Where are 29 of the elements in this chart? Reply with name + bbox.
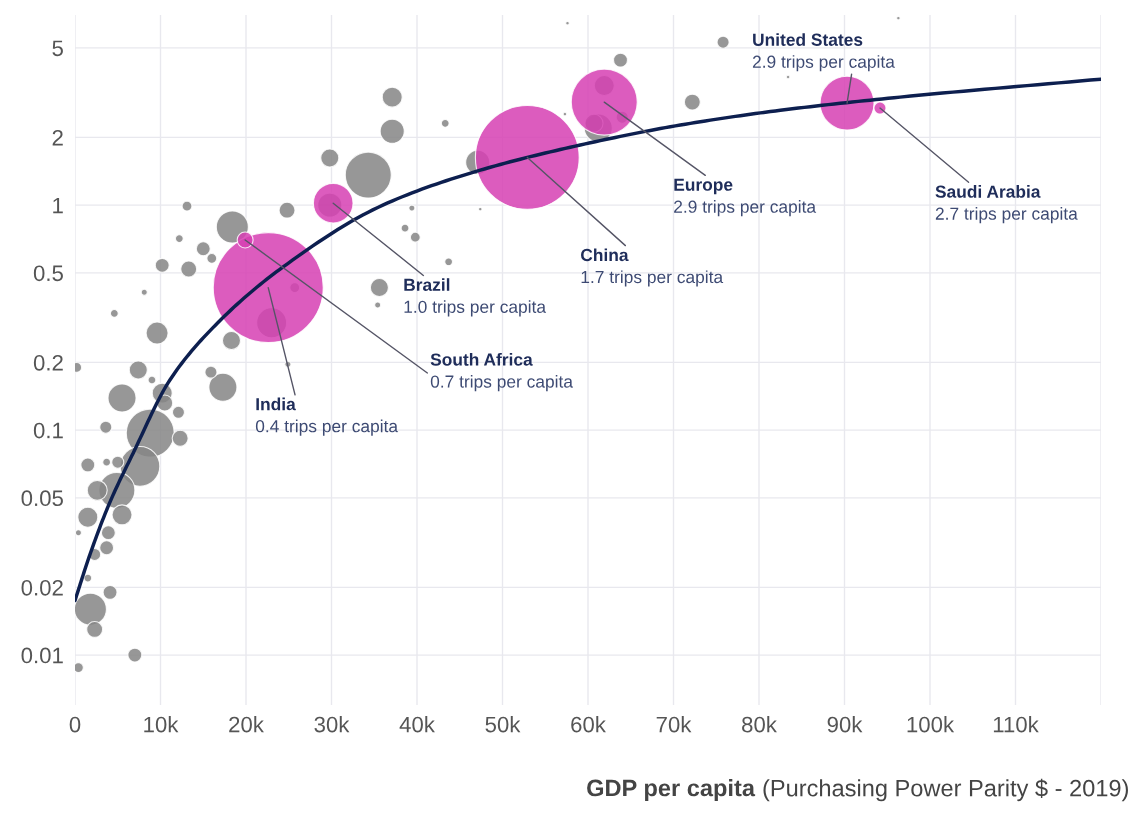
annotation: China 1.7 trips per capita [581, 248, 724, 287]
x-tick-label: 110k [993, 716, 1039, 733]
y-tick-label: 0.1 [33, 422, 63, 439]
annotation: India 0.4 trips per capita [255, 397, 399, 436]
x-tick-label: 80k [742, 716, 777, 733]
y-tick-label: 0.2 [33, 354, 63, 371]
x-tick-label: 30k [314, 716, 350, 733]
annotation: South Africa 0.7 trips per capita [430, 352, 573, 392]
y-tick-label: 0.5 [33, 265, 63, 282]
x-tick-label: 100k [907, 716, 955, 733]
annotation: Saudi Arabia 2.7 trips per capita [935, 185, 1078, 224]
annotation: United States 2.9 trips per capita [752, 33, 895, 72]
x-tick-label: 60k [571, 716, 606, 733]
x-tick-label: 40k [399, 716, 435, 733]
annotation: Brazil 1.0 trips per capita [404, 278, 547, 317]
y-tick-label: 0.05 [21, 490, 63, 507]
y-tick-label: 0.01 [21, 647, 63, 664]
x-tick-label: 10k [144, 716, 179, 733]
x-tick-label: 0 [69, 716, 81, 733]
y-tick-label: 2 [52, 129, 63, 146]
annotation: Europe 2.9 trips per capita [674, 178, 817, 217]
x-tick-label: 70k [656, 716, 692, 733]
y-tick-label: 0.02 [21, 579, 63, 596]
y-tick-label: 1 [53, 197, 63, 214]
x-tick-label: 50k [485, 716, 521, 733]
y-tick-label: 5 [52, 40, 63, 57]
x-tick-label: 20k [229, 716, 264, 733]
x-axis-title: GDP per capita (Purchasing Power Parity $ - 2019) [587, 778, 1128, 802]
x-tick-label: 90k [827, 716, 863, 733]
